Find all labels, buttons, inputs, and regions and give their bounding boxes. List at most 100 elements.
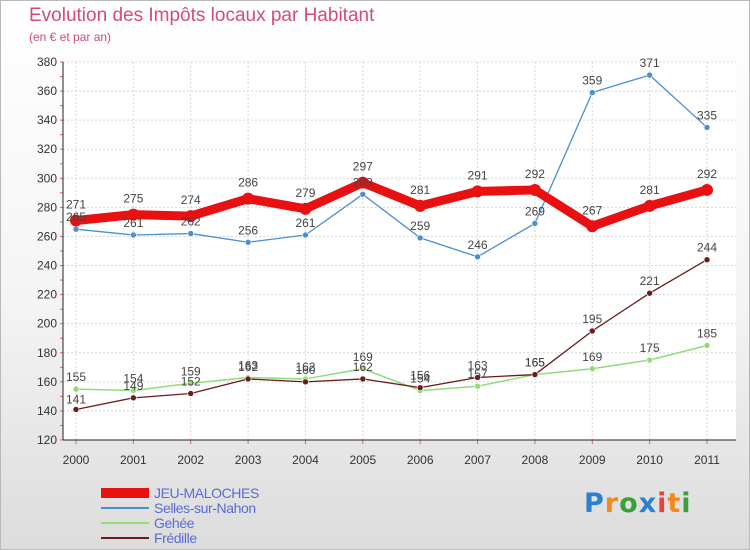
data-label: 141: [66, 392, 86, 406]
data-point: [244, 238, 252, 246]
data-label: 267: [582, 203, 602, 217]
data-point: [130, 394, 137, 402]
y-tick-label: 140: [37, 404, 57, 418]
legend-swatch: [101, 522, 149, 524]
x-tick-label: 2005: [349, 453, 376, 467]
data-point: [646, 289, 653, 297]
data-label: 265: [66, 210, 86, 224]
data-label: 269: [525, 204, 545, 218]
data-point: [531, 220, 539, 227]
data-point: [703, 256, 711, 264]
logo-letter: x: [638, 488, 658, 519]
data-label: 175: [640, 341, 660, 355]
data-label: 262: [181, 215, 201, 229]
series-line-2: [75, 344, 708, 392]
data-label: 261: [123, 216, 143, 230]
data-label: 162: [353, 360, 373, 374]
data-point: [184, 210, 197, 223]
data-label: 275: [123, 192, 143, 206]
legend-swatch: [101, 507, 149, 509]
data-point: [416, 384, 424, 391]
data-point: [588, 89, 596, 96]
data-point: [528, 183, 541, 196]
data-point: [359, 365, 367, 373]
data-label: 154: [410, 372, 430, 386]
data-point: [416, 234, 424, 242]
data-label: 163: [238, 358, 258, 372]
data-label: 149: [123, 379, 143, 393]
logo-letter: o: [619, 488, 639, 519]
y-tick-label: 360: [37, 84, 57, 98]
data-label: 155: [66, 370, 86, 384]
data-point: [474, 253, 481, 261]
data-label: 271: [66, 197, 86, 211]
data-label: 291: [468, 168, 488, 182]
data-point: [586, 220, 599, 233]
y-tick-label: 180: [37, 346, 57, 360]
data-point: [701, 183, 713, 196]
series-line-3: [75, 259, 708, 411]
data-label: 160: [295, 363, 315, 377]
data-point: [588, 327, 596, 335]
data-point: [72, 385, 80, 393]
data-point: [703, 124, 711, 131]
data-point: [70, 214, 82, 227]
x-tick-label: 2000: [63, 453, 90, 467]
data-point: [242, 192, 255, 205]
data-label: 292: [525, 167, 545, 181]
data-label: 154: [123, 372, 143, 386]
logo-letter: t: [667, 488, 682, 519]
x-tick-label: 2003: [235, 453, 262, 467]
y-tick-label: 120: [37, 433, 57, 447]
data-point: [72, 406, 80, 413]
x-tick-label: 2007: [464, 453, 491, 467]
data-label: 289: [353, 175, 373, 189]
data-label: 162: [295, 360, 315, 374]
data-label: 157: [468, 367, 488, 381]
legend-label: Selles-sur-Nahon: [154, 500, 256, 516]
data-label: 286: [238, 176, 258, 190]
legend-swatch: [101, 537, 149, 539]
data-point: [130, 387, 137, 394]
data-label: 165: [525, 356, 545, 370]
data-label: 162: [238, 360, 258, 374]
data-point: [299, 202, 312, 215]
data-point: [643, 199, 656, 212]
data-point: [187, 230, 195, 237]
data-label: 292: [697, 167, 717, 181]
data-point: [244, 375, 252, 383]
series-line-1: [75, 74, 708, 258]
data-label: 169: [353, 350, 373, 364]
x-tick-label: 2011: [694, 453, 720, 467]
data-point: [646, 71, 653, 79]
y-tick-label: 200: [37, 317, 57, 331]
grid: [63, 61, 736, 441]
x-tick-label: 2006: [407, 453, 434, 467]
data-point: [531, 371, 539, 378]
data-label: 259: [410, 219, 430, 233]
y-tick-label: 260: [37, 229, 57, 243]
data-label: 165: [525, 356, 545, 370]
data-point: [359, 375, 367, 383]
data-point: [474, 374, 481, 381]
data-point: [302, 378, 309, 386]
data-label: 163: [468, 358, 488, 372]
data-point: [588, 365, 596, 373]
data-label: 152: [181, 374, 201, 388]
y-tick-label: 220: [37, 288, 57, 302]
series-lines: [70, 71, 713, 413]
data-label: 281: [640, 183, 660, 197]
chart-title: Evolution des Impôts locaux par Habitant: [29, 5, 375, 26]
data-point: [302, 231, 309, 239]
logo-letter: i: [657, 488, 668, 519]
data-point: [356, 176, 369, 189]
data-point: [474, 382, 481, 390]
data-label: 256: [238, 223, 258, 237]
data-label: 156: [410, 369, 430, 383]
data-point: [703, 342, 711, 349]
chart-subtitle: (en € et par an): [29, 30, 112, 44]
data-point: [359, 191, 367, 198]
data-point: [471, 185, 484, 198]
